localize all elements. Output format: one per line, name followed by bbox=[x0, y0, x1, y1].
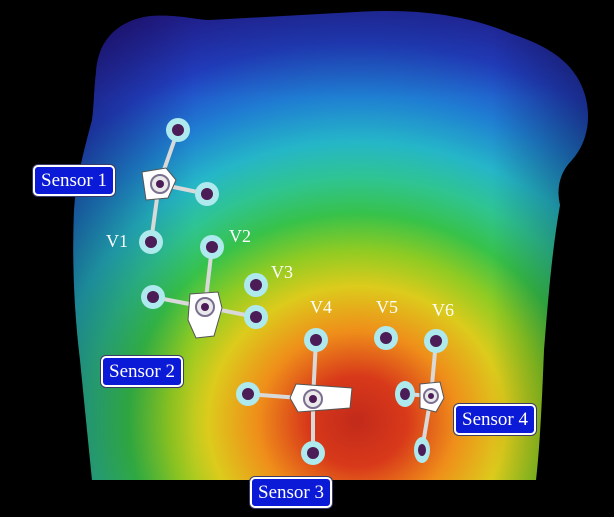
electrode-v1 bbox=[139, 230, 163, 254]
electrode-v5 bbox=[374, 326, 398, 350]
electrode bbox=[244, 305, 268, 329]
electrode bbox=[166, 118, 190, 142]
lead-label-v2: V2 bbox=[229, 226, 251, 246]
lead-label-v3: V3 bbox=[271, 262, 293, 282]
electrode bbox=[395, 381, 415, 407]
torso-surface bbox=[73, 10, 588, 481]
lead-label-v5: V5 bbox=[376, 297, 398, 317]
electrode-v4 bbox=[304, 328, 328, 352]
electrode bbox=[414, 437, 430, 463]
lead-label-v4: V4 bbox=[310, 297, 332, 317]
lead-label-v6: V6 bbox=[432, 300, 454, 320]
sensor-3-label: Sensor 3 bbox=[250, 477, 332, 508]
electrode bbox=[195, 182, 219, 206]
sensor-1-label: Sensor 1 bbox=[33, 165, 115, 196]
electrode bbox=[236, 382, 260, 406]
electrode bbox=[141, 285, 165, 309]
sensor-2-label: Sensor 2 bbox=[101, 356, 183, 387]
lead-label-v1: V1 bbox=[106, 231, 128, 251]
electrode-v2 bbox=[200, 235, 224, 259]
sensor-4-label: Sensor 4 bbox=[454, 404, 536, 435]
electrode-v3 bbox=[244, 273, 268, 297]
electrode bbox=[301, 441, 325, 465]
electrode-v6 bbox=[424, 329, 448, 353]
